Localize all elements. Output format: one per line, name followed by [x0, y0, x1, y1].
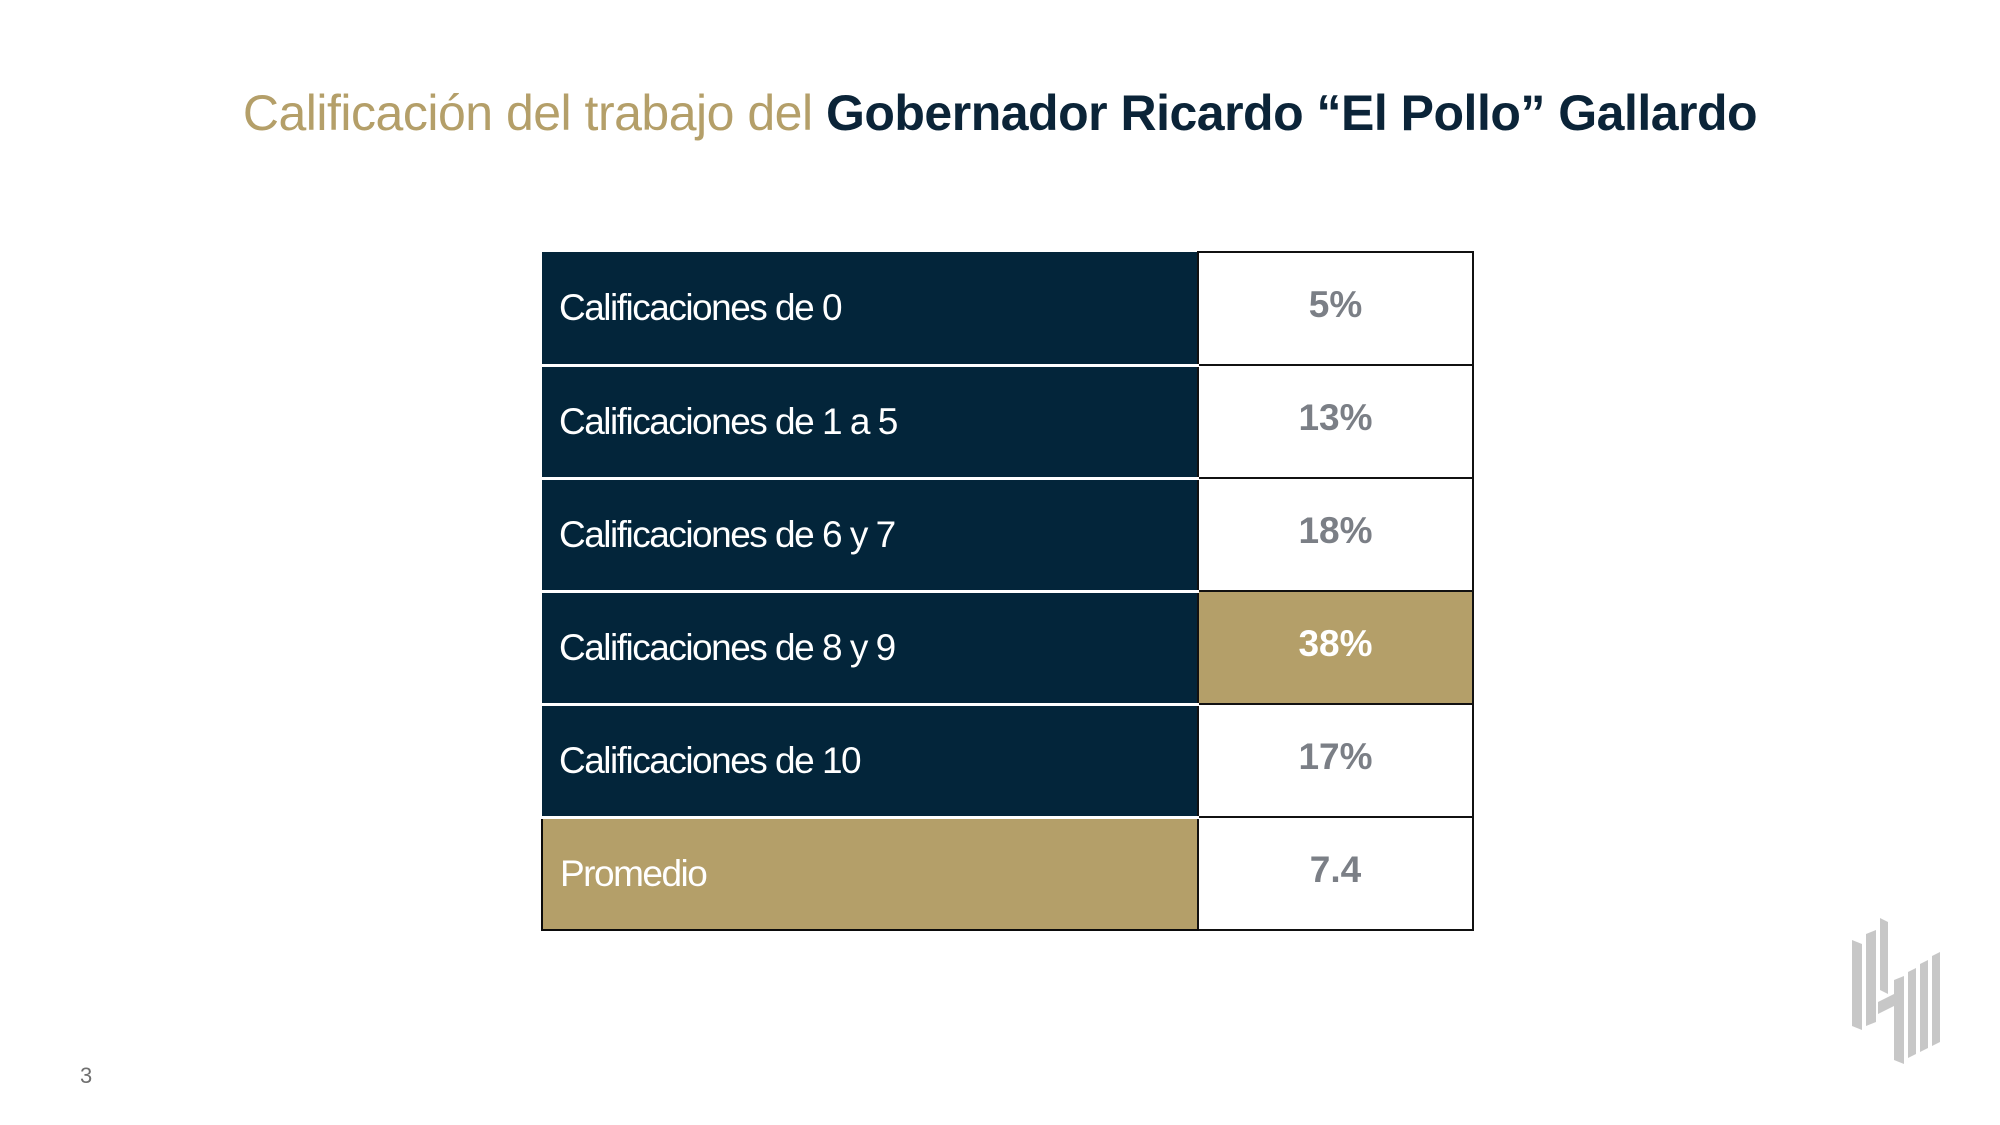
slide-title: Calificación del trabajo del Gobernador … — [0, 78, 2000, 148]
row-value: 17% — [1197, 703, 1474, 818]
row-label: Calificaciones de 6 y 7 — [542, 478, 1198, 593]
average-label: Promedio — [541, 817, 1198, 931]
rating-table: Calificaciones de 0 5% Calificaciones de… — [541, 251, 1474, 931]
row-value: 5% — [1197, 251, 1474, 366]
table-row: Calificaciones de 6 y 7 18% — [542, 477, 1474, 593]
page-number: 3 — [80, 1063, 93, 1088]
row-label: Calificaciones de 8 y 9 — [542, 591, 1198, 706]
average-value: 7.4 — [1197, 816, 1474, 931]
row-label: Calificaciones de 0 — [542, 252, 1198, 367]
pollster-logo-icon — [1852, 918, 1940, 1064]
row-value: 13% — [1197, 364, 1474, 479]
row-label: Calificaciones de 1 a 5 — [542, 365, 1198, 480]
row-value-highlighted: 38% — [1197, 590, 1474, 705]
table-row: Calificaciones de 1 a 5 13% — [542, 364, 1474, 480]
row-value: 18% — [1197, 477, 1474, 592]
slide-title-light: Calificación del trabajo del — [242, 85, 826, 141]
table-row: Calificaciones de 10 17% — [542, 703, 1474, 819]
table-row-average: Promedio 7.4 — [541, 816, 1474, 931]
table-row: Calificaciones de 0 5% — [542, 251, 1474, 367]
slide-title-bold: Gobernador Ricardo “El Pollo” Gallardo — [825, 85, 1758, 141]
row-label: Calificaciones de 10 — [542, 704, 1198, 819]
table-row: Calificaciones de 8 y 9 38% — [542, 590, 1474, 706]
